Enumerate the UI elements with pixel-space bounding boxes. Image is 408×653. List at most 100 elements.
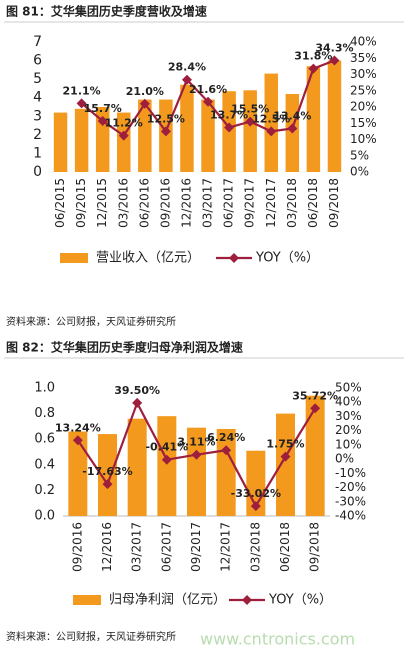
x-tick-label: 12/2016 (179, 178, 193, 228)
marker (308, 63, 319, 74)
value-label: 12.5% (147, 112, 185, 125)
source-note: 资料来源：公司财报，天风证券研究所 (6, 315, 176, 328)
y-tick-label: 0.8 (34, 406, 55, 421)
bar (243, 90, 257, 172)
y-tick-label: 0.4 (34, 457, 55, 472)
value-label: 11.2% (105, 117, 143, 130)
y-tick-label: 0.2 (34, 483, 55, 498)
bar (187, 427, 206, 516)
bar (138, 99, 152, 172)
bar (127, 418, 147, 516)
y2-tick-label: 10% (350, 132, 377, 146)
y-tick-label: 0.6 (34, 432, 55, 447)
figure-title: 图 81：艾华集团历史季度营收及增速 (6, 4, 207, 19)
marker (287, 123, 298, 134)
x-tick-label: 12/2017 (219, 522, 233, 572)
marker (224, 122, 235, 133)
y2-tick-label: -20% (335, 480, 366, 494)
y2-tick-label: 20% (350, 100, 377, 114)
y-tick-label: 7 (33, 34, 42, 50)
x-tick-label: 06/2017 (222, 178, 236, 228)
x-tick-label: 03/2016 (116, 178, 130, 228)
x-tick-label: 06/2017 (159, 522, 173, 572)
value-label: -17.63% (82, 465, 132, 478)
watermark: www.cntronics.com (200, 630, 355, 649)
x-tick-label: 12/2017 (264, 178, 278, 228)
y2-tick-label: -10% (335, 466, 366, 480)
y2-tick-label: 30% (335, 409, 362, 423)
bar (117, 112, 131, 172)
marker (280, 451, 291, 462)
value-label: -33.02% (231, 487, 281, 500)
marker (181, 74, 192, 85)
value-label: 13.24% (55, 421, 101, 434)
marker (203, 96, 214, 107)
y-tick-label: 6 (33, 53, 42, 69)
x-tick-label: 09/2015 (74, 178, 88, 228)
y-tick-label: 1.0 (34, 381, 55, 396)
marker (266, 126, 277, 137)
y2-tick-label: 40% (350, 35, 377, 49)
value-label: 1.75% (266, 438, 304, 451)
value-label: -0.41% (145, 441, 188, 454)
y2-tick-label: 20% (335, 423, 362, 437)
marker (97, 115, 108, 126)
value-label: 35.72% (292, 389, 338, 402)
legend-label: 营业收入（亿元） (96, 251, 200, 266)
y2-tick-label: -40% (335, 509, 366, 523)
bar (201, 99, 215, 172)
value-label: 6.24% (207, 431, 245, 444)
value-label: 21.1% (63, 84, 101, 97)
x-tick-label: 06/2015 (53, 178, 67, 228)
y-tick-label: 4 (33, 90, 42, 106)
x-tick-label: 03/2017 (201, 178, 215, 228)
marker (161, 454, 172, 465)
bar (306, 66, 321, 172)
marker (191, 449, 202, 460)
source-note: 资料来源：公司财报，天风证券研究所 (6, 630, 176, 643)
legend-swatch (73, 595, 101, 605)
y-tick-label: 0 (33, 164, 42, 180)
bar (53, 112, 68, 172)
y2-tick-label: 50% (335, 381, 362, 395)
marker (250, 501, 261, 512)
x-tick-label: 06/2018 (306, 178, 320, 228)
y2-tick-label: 15% (350, 116, 377, 130)
value-label: 15.5% (231, 103, 269, 116)
marker (245, 116, 256, 127)
x-tick-label: 06/2016 (137, 178, 151, 228)
y2-tick-label: 35% (350, 51, 377, 65)
marker (72, 435, 83, 446)
x-tick-label: 12/2016 (100, 522, 114, 572)
y-tick-label: 2 (33, 127, 42, 143)
y2-tick-label: 30% (350, 67, 377, 81)
y-tick-label: 1 (33, 145, 42, 161)
y2-tick-label: 5% (350, 148, 369, 162)
x-tick-label: 03/2018 (285, 178, 299, 228)
y-tick-label: 3 (33, 108, 42, 124)
legend-label: 归母净利润（亿元） (109, 593, 226, 608)
value-label: 28.4% (168, 61, 206, 74)
marker (160, 126, 171, 137)
y2-tick-label: 10% (335, 437, 362, 451)
bar (264, 73, 278, 172)
y-tick-label: 0.0 (34, 509, 55, 524)
figure-title: 图 82：艾华集团历史季度归母净利润及增速 (6, 340, 243, 355)
bar (276, 413, 295, 516)
marker (102, 479, 113, 490)
y2-tick-label: -30% (335, 494, 366, 508)
x-tick-label: 09/2016 (70, 522, 84, 572)
x-tick-label: 03/2017 (130, 522, 144, 572)
x-tick-label: 06/2018 (278, 522, 292, 572)
y2-tick-label: 40% (335, 395, 362, 409)
bar (305, 395, 325, 516)
marker (221, 445, 232, 456)
x-tick-label: 03/2018 (248, 522, 262, 572)
value-label: 3.11% (177, 436, 215, 449)
x-tick-label: 09/2017 (189, 522, 203, 572)
value-label: 39.50% (114, 384, 160, 397)
x-tick-label: 09/2017 (243, 178, 257, 228)
y2-tick-label: 0% (350, 165, 369, 179)
value-label: 13.7% (210, 108, 248, 121)
